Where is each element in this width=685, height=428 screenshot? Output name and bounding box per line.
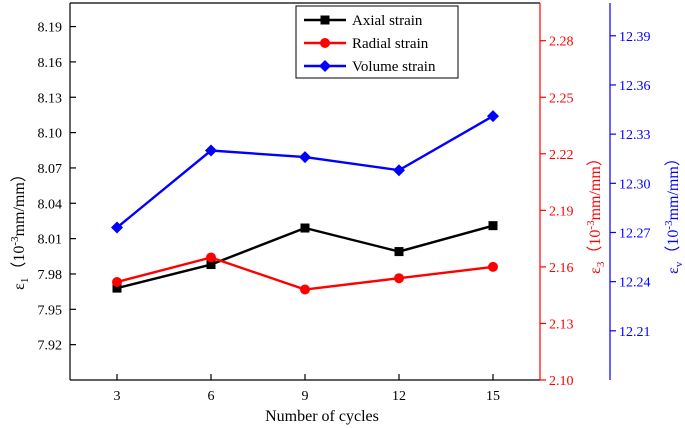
x-tick-label: 3 (114, 389, 121, 404)
axial-strain-point (394, 247, 404, 257)
axial-strain-point (488, 221, 498, 231)
volume-strain-line (116, 115, 494, 229)
legend-volume-strain-marker (319, 60, 331, 72)
right-axis-title-symbol: ε (665, 267, 682, 274)
legend: Axial strain Radial strain Volume strain (295, 5, 459, 79)
mid-axis-title-sup: -3 (585, 220, 597, 230)
x-tick-label: 6 (208, 389, 215, 404)
left-tick-label: 8.13 (38, 91, 63, 106)
x-axis: 3 6 9 12 15 (114, 374, 500, 404)
left-tick-label: 8.04 (38, 197, 63, 212)
legend-axial-strain-marker (320, 15, 330, 25)
volume-strain-point (111, 221, 123, 234)
axial-strain-line (116, 224, 494, 290)
mid-axis-title-rest: （10 (586, 230, 604, 262)
left-axis-title: ε1（10-3mm/mm） (9, 166, 31, 290)
left-tick-label: 7.95 (38, 303, 63, 318)
legend-axial-strain-label: Axial strain (352, 13, 423, 29)
left-tick-label: 7.92 (38, 339, 63, 354)
volume-strain-point (487, 110, 499, 123)
mid-axis-title: ε3（10-3mm/mm） (585, 150, 607, 274)
right-axis-title-sub: v (673, 261, 685, 267)
mid-tick-label: 2.10 (549, 374, 574, 389)
radial-strain-y-axis: 2.10 2.13 2.16 2.19 2.22 2.25 2.28 (539, 3, 574, 389)
right-tick-label: 12.36 (619, 79, 651, 94)
left-axis-title-sup: -3 (9, 236, 21, 246)
axial-strain-series (112, 221, 498, 293)
volume-strain-y-axis: 12.21 12.24 12.27 12.30 12.33 12.36 12.39 (609, 3, 651, 380)
x-tick-label: 15 (486, 389, 500, 404)
left-axis-title-rest: （10 (10, 246, 28, 278)
radial-strain-point (300, 284, 310, 295)
x-tick-label: 9 (302, 389, 309, 404)
mid-tick-label: 2.22 (549, 148, 574, 163)
radial-strain-series (112, 252, 498, 295)
left-y-axis: 7.92 7.95 7.98 8.01 8.04 8.07 8.10 8.13 8.16 8.19 (38, 3, 76, 380)
volume-strain-point (205, 144, 217, 157)
volume-strain-point (299, 151, 311, 164)
x-tick-label: 12 (392, 389, 406, 404)
mid-axis-title-symbol: ε (587, 267, 604, 274)
left-tick-label: 8.07 (38, 162, 63, 177)
right-tick-label: 12.39 (619, 30, 651, 45)
mid-axis-title-unit: mm/mm） (586, 150, 604, 220)
radial-strain-point (394, 273, 404, 284)
right-tick-label: 12.30 (619, 177, 651, 192)
x-axis-title: Number of cycles (265, 408, 379, 425)
radial-strain-point (206, 252, 216, 263)
radial-strain-point (488, 261, 498, 272)
volume-strain-point (393, 164, 405, 177)
legend-radial-strain-label: Radial strain (352, 36, 429, 52)
axial-strain-point (112, 283, 122, 293)
left-axis-title-sub: 1 (19, 278, 31, 284)
mid-tick-label: 2.13 (549, 317, 574, 332)
axial-strain-point (300, 223, 310, 233)
right-tick-label: 12.21 (619, 325, 651, 340)
left-tick-label: 8.19 (38, 21, 63, 36)
right-axis-title-sup: -3 (663, 220, 675, 230)
mid-tick-label: 2.28 (549, 35, 574, 50)
left-tick-label: 8.16 (38, 56, 63, 71)
right-tick-label: 12.33 (619, 128, 651, 143)
mid-tick-label: 2.19 (549, 204, 574, 219)
left-tick-label: 7.98 (38, 268, 63, 283)
right-tick-label: 12.27 (619, 226, 651, 241)
legend-radial-strain-marker (320, 38, 330, 48)
right-tick-label: 12.24 (619, 276, 651, 291)
radial-strain-point (112, 276, 122, 287)
legend-volume-strain-label: Volume strain (352, 59, 436, 75)
left-axis-title-unit: mm/mm） (10, 166, 28, 236)
right-axis-title-unit: mm/mm） (664, 150, 682, 220)
mid-tick-label: 2.16 (549, 261, 574, 276)
left-tick-label: 8.10 (38, 127, 63, 142)
series-layer (111, 110, 499, 295)
axial-strain-point (206, 260, 216, 270)
mid-axis-title-sub: 3 (595, 261, 607, 267)
mid-tick-label: 2.25 (549, 91, 574, 106)
left-axis-title-symbol: ε (11, 283, 28, 290)
left-tick-label: 8.01 (38, 233, 63, 248)
right-axis-title-rest: （10 (664, 230, 682, 262)
right-axis-title: εv（10-3mm/mm） (663, 150, 685, 274)
volume-strain-series (111, 110, 499, 234)
